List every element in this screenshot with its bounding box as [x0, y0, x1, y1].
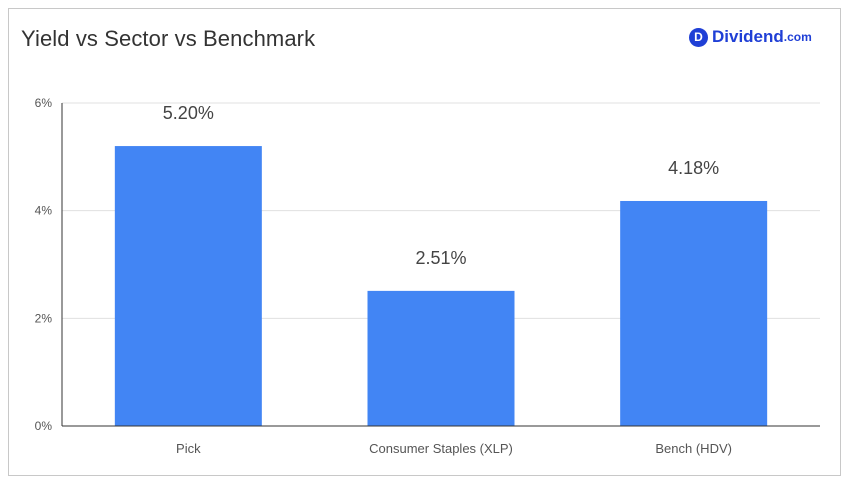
y-tick-label: 2% [35, 311, 53, 325]
x-tick-label: Bench (HDV) [655, 441, 732, 456]
bar [367, 290, 515, 426]
chart-title: Yield vs Sector vs Benchmark [21, 26, 316, 51]
x-tick-label: Pick [176, 441, 201, 456]
logo-suffix: .com [783, 30, 812, 44]
data-label: 4.18% [668, 158, 719, 178]
dividend-logo[interactable]: D Dividend .com [689, 22, 812, 52]
bar [620, 200, 768, 426]
data-label: 5.20% [163, 103, 214, 123]
logo-name: Dividend [712, 27, 784, 46]
x-tick-label: Consumer Staples (XLP) [369, 441, 513, 456]
y-tick-label: 0% [35, 419, 53, 433]
y-tick-label: 4% [35, 204, 53, 218]
data-label: 2.51% [415, 248, 466, 268]
y-tick-label: 6% [35, 96, 53, 110]
logo-badge-icon: D [689, 27, 708, 47]
bar [114, 146, 262, 427]
